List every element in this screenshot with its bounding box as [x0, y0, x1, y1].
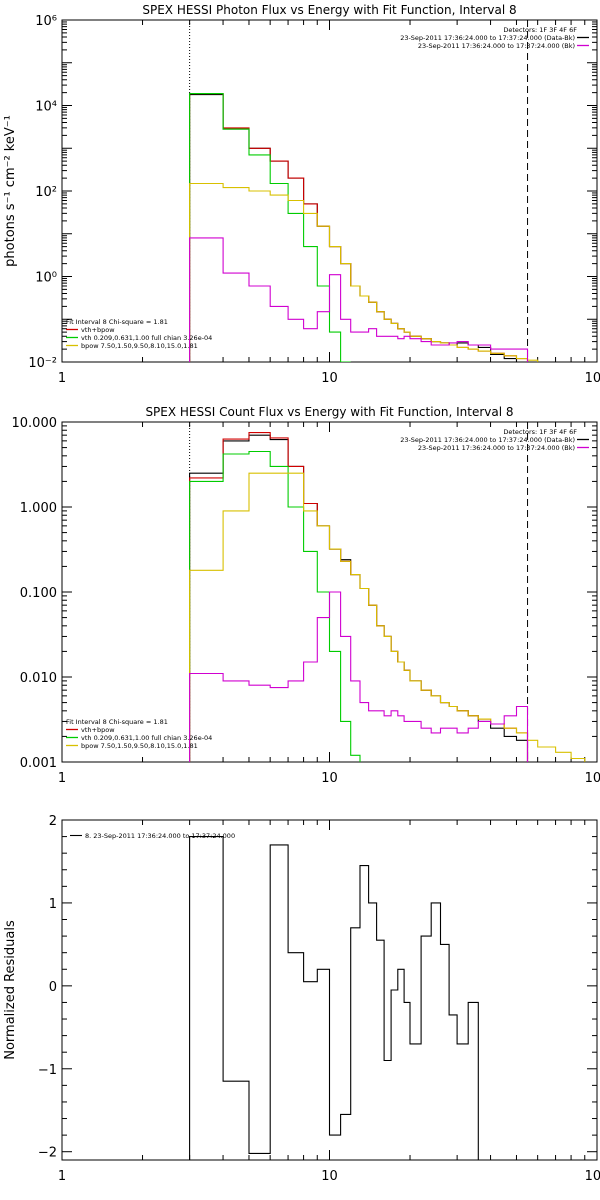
- legend-entry: 8. 23-Sep-2011 17:36:24.000 to 17:37:24.…: [85, 832, 235, 840]
- legend-entry: bpow 7.50,1.50,9.50,8.10,15.0,1.81: [81, 342, 198, 350]
- chart-panel-2: SPEX HESSI Count Flux vs Energy with Fit…: [12, 405, 600, 786]
- y-tick-label: 2: [49, 814, 57, 829]
- y-tick-label: −2: [38, 1146, 57, 1161]
- y-tick-label: 0.001: [20, 756, 57, 771]
- x-tick-label: 10: [321, 1169, 338, 1184]
- chart-title: SPEX HESSI Photon Flux vs Energy with Fi…: [142, 3, 516, 17]
- series-line-1: [189, 434, 529, 762]
- chart-title: SPEX HESSI Count Flux vs Energy with Fit…: [145, 405, 513, 419]
- y-tick-label: −1: [38, 1063, 57, 1078]
- series-line-4: [189, 472, 586, 762]
- legend-entry: 23-Sep-2011 17:36:24.000 to 17:37:24.000…: [418, 444, 575, 452]
- x-tick-label: 1: [58, 1169, 66, 1184]
- legend-entry: bpow 7.50,1.50,9.50,8.10,15.0,1.81: [81, 742, 198, 750]
- chart-panel-1: SPEX HESSI Photon Flux vs Energy with Fi…: [3, 3, 600, 386]
- y-tick-label: 10⁶: [35, 14, 57, 29]
- chart-panel-3: 1 10 100 −2 −1 0 1 2 Normalized Residuals 8. 23-S…: [3, 814, 600, 1184]
- series-line-5: [189, 237, 529, 362]
- legend-header: Detectors: 1F 3F 4F 6F: [503, 428, 577, 436]
- x-tick-label: 1: [58, 771, 66, 786]
- legend-entry: vth 0.209,0.631,1.00 full chian 3.26e-04: [81, 334, 212, 342]
- series-line-2: [189, 93, 529, 362]
- legend-entry: vth+bpow: [81, 726, 115, 734]
- y-tick-label: 10.000: [12, 416, 58, 431]
- legend-header: Fit Interval 8 Chi-square = 1.81: [66, 718, 168, 726]
- legend-entry: vth+bpow: [81, 326, 115, 334]
- x-tick-label: 1: [58, 371, 66, 386]
- y-tick-label: 0: [49, 980, 57, 995]
- legend-entry: 23-Sep-2011 17:36:24.000 to 17:37:24.000…: [400, 436, 575, 444]
- series-line-1: [189, 94, 528, 362]
- legend-header: Detectors: 1F 3F 4F 6F: [503, 26, 577, 34]
- series-line-1: [189, 836, 479, 1160]
- y-tick-label: 10²: [35, 185, 57, 200]
- y-tick-label: 0.010: [20, 671, 57, 686]
- series-line-4: [189, 182, 539, 362]
- legend-entry: 23-Sep-2011 17:36:24.000 to 17:37:24.000…: [400, 34, 575, 42]
- legend-entry: 23-Sep-2011 17:36:24.000 to 17:37:24.000…: [418, 42, 575, 50]
- x-tick-label: 100: [585, 371, 600, 386]
- y-axis-label: Normalized Residuals: [3, 920, 18, 1060]
- y-tick-label: 10⁴: [35, 100, 57, 115]
- legend-entry: vth 0.209,0.631,1.00 full chian 3.26e-04: [81, 734, 212, 742]
- series-line-5: [189, 591, 529, 762]
- series-line-3: [189, 93, 351, 362]
- x-tick-label: 100: [585, 771, 600, 786]
- y-tick-label: 10⁰: [35, 271, 57, 286]
- y-tick-label: 10⁻²: [28, 356, 57, 371]
- y-tick-label: 1: [49, 897, 57, 912]
- y-tick-label: 1.000: [20, 501, 57, 516]
- legend-header: Fit Interval 8 Chi-square = 1.81: [66, 318, 168, 326]
- x-tick-label: 10: [321, 771, 338, 786]
- series-line-2: [189, 432, 529, 762]
- x-tick-label: 100: [585, 1169, 600, 1184]
- series-line-3: [189, 450, 361, 762]
- y-tick-label: 0.100: [20, 586, 57, 601]
- x-tick-label: 10: [321, 371, 338, 386]
- y-axis-label: photons s⁻¹ cm⁻² keV⁻¹: [3, 115, 18, 267]
